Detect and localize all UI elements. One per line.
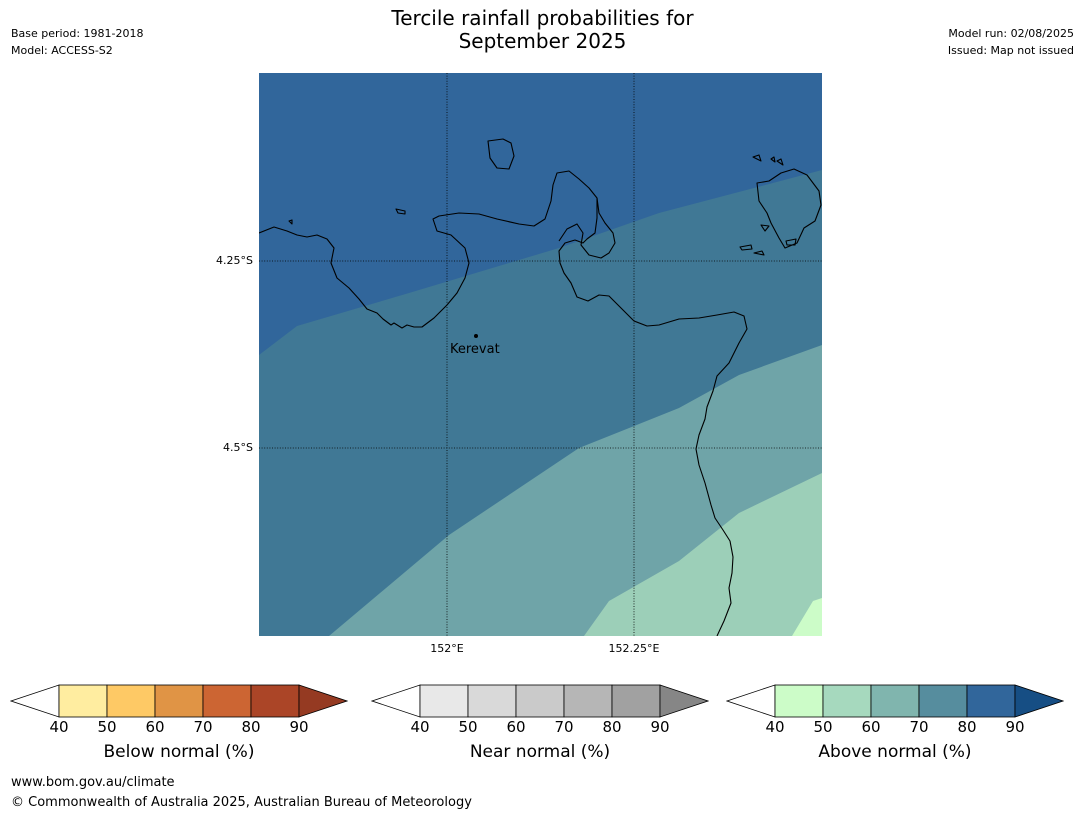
colorbar-tick-label: 90 [650,718,670,736]
colorbar-extend-low [726,684,776,718]
colorbar-tick-label: 80 [602,718,622,736]
colorbar-segment [918,684,968,718]
colorbar-tick-label: 70 [193,718,213,736]
map-title-line-2: September 2025 [458,29,627,53]
colorbar-extend-high [1014,684,1064,718]
footer-copyright: © Commonwealth of Australia 2025, Austra… [11,795,472,810]
colorbar-segment [822,684,872,718]
colorbar-extend-low [10,684,60,718]
colorbar-tick-label: 80 [957,718,977,736]
map-title: Tercile rainfall probabilities for Septe… [0,7,1085,53]
colorbar-tick-label: 40 [410,718,430,736]
lat-label-4.25s: 4.25°S [216,254,253,267]
colorbar-tick-label: 70 [909,718,929,736]
colorbar-graphic [371,684,709,718]
kerevat-marker [474,334,478,338]
colorbar-segment [419,684,469,718]
footer-website: www.bom.gov.au/climate [11,775,175,790]
colorbar-tick-label: 60 [506,718,526,736]
lon-label-152e: 152°E [430,642,464,655]
colorbar-graphic [726,684,1064,718]
lat-label-4.5s: 4.5°S [223,441,253,454]
colorbar-tick-label: 80 [241,718,261,736]
colorbar-tick-label: 40 [49,718,69,736]
graticule [259,73,822,636]
colorbar-title: Near normal (%) [469,742,611,762]
colorbar-title: Above normal (%) [818,742,972,762]
meta-left: Base period: 1981-2018 Model: ACCESS-S2 [11,25,143,59]
colorbar-tick-label: 50 [458,718,478,736]
colorbar-extend-high [298,684,348,718]
colorbar-segment [467,684,517,718]
base-period-text: Base period: 1981-2018 [11,27,144,40]
colorbar-below-normal: 40 50 60 70 80 90 Below normal (%) [10,684,350,774]
colorbar-segment [106,684,156,718]
map-title-line-1: Tercile rainfall probabilities for [391,6,694,30]
colorbar-tick-label: 70 [554,718,574,736]
colorbar-tick-label: 90 [1005,718,1025,736]
colorbar-graphic [10,684,348,718]
colorbar-segment [154,684,204,718]
place-label-kerevat: Kerevat [450,342,500,357]
colorbar-tick-label: 90 [289,718,309,736]
band-above-lt40 [792,598,822,636]
colorbar-segment [250,684,300,718]
colorbar-above-normal: 40 50 60 70 80 90 Above normal (%) [726,684,1066,774]
colorbar-extend-high [659,684,709,718]
colorbar-title: Below normal (%) [103,742,255,762]
colorbar-segment [611,684,661,718]
colorbar-segment [966,684,1016,718]
model-run-text: Model run: 02/08/2025 [948,27,1074,40]
lon-label-152.25e: 152.25°E [608,642,660,655]
colorbar-segment [563,684,613,718]
colorbar-extend-low [371,684,421,718]
colorbar-tick-label: 50 [97,718,117,736]
colorbar-segment [870,684,920,718]
colorbar-segment [515,684,565,718]
colorbar-segment [774,684,824,718]
colorbar-tick-label: 60 [861,718,881,736]
colorbar-tick-label: 60 [145,718,165,736]
model-text: Model: ACCESS-S2 [11,44,113,57]
coastline [259,138,822,636]
colorbar-segment [202,684,252,718]
colorbar-segment [58,684,108,718]
band-above-40-50 [584,473,822,636]
meta-right: Model run: 02/08/2025 Issued: Map not is… [948,25,1074,59]
probability-map [259,73,822,636]
colorbar-tick-label: 50 [813,718,833,736]
colorbar-near-normal: 40 50 60 70 80 90 Near normal (%) [371,684,711,774]
colorbar-tick-label: 40 [765,718,785,736]
issued-text: Issued: Map not issued [947,44,1074,57]
